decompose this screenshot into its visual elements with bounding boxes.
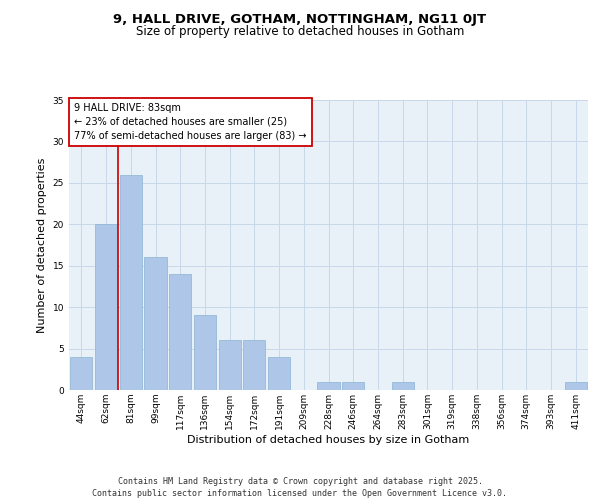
Bar	[317, 382, 340, 390]
Bar	[169, 274, 191, 390]
Bar	[95, 224, 117, 390]
Y-axis label: Number of detached properties: Number of detached properties	[37, 158, 47, 332]
Text: Contains HM Land Registry data © Crown copyright and database right 2025.
Contai: Contains HM Land Registry data © Crown c…	[92, 476, 508, 498]
Bar	[218, 340, 241, 390]
Bar	[243, 340, 265, 390]
Bar	[268, 357, 290, 390]
X-axis label: Distribution of detached houses by size in Gotham: Distribution of detached houses by size …	[187, 434, 470, 444]
Text: Size of property relative to detached houses in Gotham: Size of property relative to detached ho…	[136, 25, 464, 38]
Bar	[145, 258, 167, 390]
Bar	[119, 174, 142, 390]
Text: 9, HALL DRIVE, GOTHAM, NOTTINGHAM, NG11 0JT: 9, HALL DRIVE, GOTHAM, NOTTINGHAM, NG11 …	[113, 12, 487, 26]
Bar	[70, 357, 92, 390]
Bar	[392, 382, 414, 390]
Bar	[565, 382, 587, 390]
Bar	[342, 382, 364, 390]
Bar	[194, 316, 216, 390]
Text: 9 HALL DRIVE: 83sqm
← 23% of detached houses are smaller (25)
77% of semi-detach: 9 HALL DRIVE: 83sqm ← 23% of detached ho…	[74, 103, 307, 141]
